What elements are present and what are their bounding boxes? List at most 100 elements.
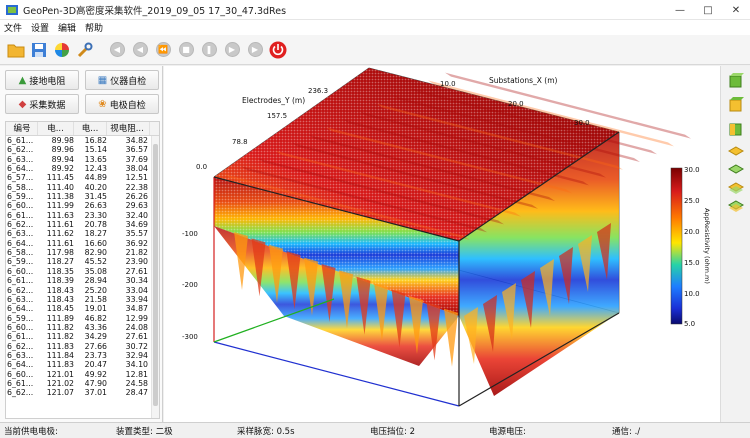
open-folder-button[interactable] (6, 40, 26, 60)
table-cell: 28.94 (84, 276, 107, 286)
table-row[interactable]: 6_58... 111.40 40.20 22.38 (6, 183, 159, 192)
stripe-mark (377, 103, 623, 170)
next-button[interactable]: ▶ (245, 40, 265, 60)
status-current-electrode: 当前供电电极: (4, 426, 58, 437)
table-row[interactable]: 6_63... 89.94 13.65 37.69 (6, 155, 159, 164)
table-row[interactable]: 6_58... 117.98 82.90 21.82 (6, 248, 159, 257)
col-header-resistivity[interactable]: 视电阻... (107, 122, 150, 135)
table-cell: 13.65 (84, 154, 107, 164)
table-cell: 34.87 (125, 304, 148, 314)
power-button[interactable] (268, 40, 288, 60)
table-cell: 25.20 (84, 285, 107, 295)
table-cell: 111.82 (46, 332, 74, 342)
menu-settings[interactable]: 设置 (31, 24, 50, 34)
electrode-check-button[interactable]: ❀ 电极自检 (85, 94, 159, 114)
col-header-current[interactable]: 电... (74, 122, 107, 135)
table-row[interactable]: 6_60... 121.01 49.92 12.81 (6, 370, 159, 379)
table-scrollbar[interactable] (151, 136, 159, 418)
left-panel: ▲ 接地电阻 ▦ 仪器自检 ◆ 采集数据 ❀ 电极自检 编号 电... 电...… (0, 66, 163, 422)
table-cell: 26.26 (125, 192, 148, 202)
close-button[interactable]: ✕ (731, 4, 741, 16)
spike-mark (464, 307, 478, 364)
table-cell: 6_60... (7, 369, 34, 379)
table-row[interactable]: 6_64... 111.61 16.60 36.92 (6, 239, 159, 248)
table-row[interactable]: 6_61... 89.98 16.82 34.82 (6, 136, 159, 145)
cube-top-icon[interactable] (728, 96, 744, 112)
col-header-electrode[interactable]: 电... (38, 122, 74, 135)
table-cell: 45.52 (84, 257, 107, 267)
spike-mark (374, 283, 388, 342)
data-table: 编号 电... 电... 视电阻... 6_61... 89.98 16.82 34.… (5, 121, 160, 419)
table-row[interactable]: 6_63... 111.62 18.27 35.57 (6, 229, 159, 238)
power-icon (269, 41, 287, 58)
layer-xy-icon[interactable] (728, 144, 744, 160)
table-row[interactable]: 6_62... 89.96 15.14 36.57 (6, 145, 159, 154)
table-row[interactable]: 6_59... 118.27 45.52 23.90 (6, 257, 159, 266)
table-row[interactable]: 6_57... 111.45 44.89 12.51 (6, 173, 159, 182)
minimize-button[interactable]: — (675, 4, 685, 16)
colorbar-tick-5: 5.0 (684, 320, 695, 328)
table-cell: 27.61 (125, 266, 148, 276)
tools-button[interactable] (75, 40, 95, 60)
table-row[interactable]: 6_63... 118.43 21.58 33.94 (6, 295, 159, 304)
layer-xz-icon[interactable] (728, 162, 744, 178)
ground-resistance-button[interactable]: ▲ 接地电阻 (5, 70, 79, 90)
table-cell: 121.07 (46, 388, 74, 398)
table-row[interactable]: 6_61... 111.82 34.29 27.61 (6, 332, 159, 341)
table-row[interactable]: 6_62... 121.07 37.01 28.47 (6, 388, 159, 397)
cube-side-icon[interactable] (728, 120, 744, 136)
table-cell: 6_58... (7, 248, 34, 258)
color-palette-button[interactable] (52, 40, 72, 60)
pause-icon: ❚ (201, 42, 217, 57)
table-row[interactable]: 6_64... 89.92 12.43 38.04 (6, 164, 159, 173)
table-row[interactable]: 6_62... 118.43 25.20 33.04 (6, 286, 159, 295)
table-row[interactable]: 6_62... 111.61 20.78 34.69 (6, 220, 159, 229)
table-row[interactable]: 6_63... 111.84 23.73 32.94 (6, 351, 159, 360)
table-row[interactable]: 6_61... 111.63 23.30 32.40 (6, 211, 159, 220)
menu-file[interactable]: 文件 (4, 24, 23, 34)
table-cell: 6_60... (7, 201, 34, 211)
menu-help[interactable]: 帮助 (85, 24, 104, 34)
table-cell: 6_62... (7, 341, 34, 351)
table-row[interactable]: 6_60... 111.99 26.63 29.63 (6, 201, 159, 210)
table-row[interactable]: 6_61... 121.02 47.90 24.58 (6, 379, 159, 388)
y-axis-title: Electrodes_Y (m) (242, 96, 305, 105)
stripe-mark (258, 158, 504, 225)
spike-mark (444, 308, 458, 367)
scrollbar-thumb[interactable] (153, 144, 158, 406)
table-row[interactable]: 6_59... 111.38 31.45 26.26 (6, 192, 159, 201)
instrument-check-button[interactable]: ▦ 仪器自检 (85, 70, 159, 90)
table-cell: 111.83 (46, 360, 74, 370)
table-row[interactable]: 6_62... 111.83 27.66 30.72 (6, 342, 159, 351)
table-row[interactable]: 6_60... 111.82 43.36 24.08 (6, 323, 159, 332)
stop-button[interactable]: ■ (176, 40, 196, 60)
layer-yz-icon[interactable] (728, 180, 744, 196)
table-cell: 23.73 (84, 350, 107, 360)
table-cell: 121.01 (46, 369, 74, 379)
table-row[interactable]: 6_64... 118.45 19.01 34.87 (6, 304, 159, 313)
table-row[interactable]: 6_64... 111.83 20.47 34.10 (6, 360, 159, 369)
resistivity-3d-plot[interactable]: Electrodes_Y (m) Substations_X (m) 0.0 7… (164, 66, 720, 422)
table-row[interactable]: 6_61... 118.39 28.94 30.34 (6, 276, 159, 285)
pause-button[interactable]: ❚ (199, 40, 219, 60)
save-button[interactable] (29, 40, 49, 60)
spike-mark (356, 276, 371, 335)
prev-button[interactable]: ◀ (130, 40, 150, 60)
table-row[interactable]: 6_59... 111.89 46.82 12.99 (6, 314, 159, 323)
layer-stack-icon[interactable] (728, 198, 744, 214)
rewind-button[interactable]: ⏪ (153, 40, 173, 60)
menu-edit[interactable]: 编辑 (58, 24, 77, 34)
table-cell: 89.94 (51, 154, 74, 164)
table-row[interactable]: 6_60... 118.35 35.08 27.61 (6, 267, 159, 276)
plot-area[interactable]: Electrodes_Y (m) Substations_X (m) 0.0 7… (164, 66, 720, 422)
table-cell: 6_64... (7, 164, 34, 174)
table-cell: 12.81 (125, 369, 148, 379)
collect-data-button[interactable]: ◆ 采集数据 (5, 94, 79, 114)
table-cell: 121.02 (46, 378, 74, 388)
col-header-id[interactable]: 编号 (6, 122, 38, 135)
step-back-button[interactable]: ◀ (107, 40, 127, 60)
play-button[interactable]: ▶ (222, 40, 242, 60)
spike-mark (483, 295, 497, 352)
cube-front-icon[interactable] (728, 72, 744, 88)
maximize-button[interactable]: □ (703, 4, 713, 16)
